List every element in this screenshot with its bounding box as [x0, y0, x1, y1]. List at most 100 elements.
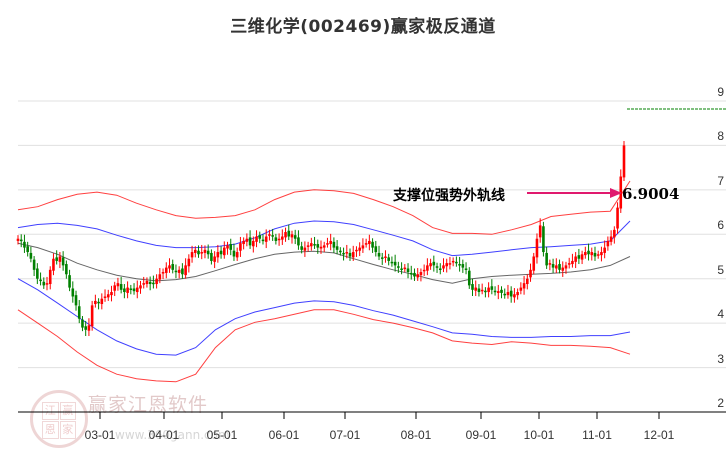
candle-body [522, 283, 526, 289]
candle-body [155, 278, 158, 285]
candle-body [232, 250, 236, 257]
candle-body [451, 260, 455, 263]
candle-body [55, 257, 58, 261]
candle-body [426, 265, 429, 271]
candle-body [16, 238, 20, 241]
candle-body [271, 235, 274, 237]
candle-body [600, 252, 603, 256]
candle-body [193, 249, 197, 253]
candle-body [113, 285, 117, 291]
candle-body [235, 252, 239, 258]
candle-body [484, 290, 487, 293]
candle-body [525, 278, 529, 285]
candle-body [171, 264, 175, 270]
candle-body [364, 243, 368, 245]
candle-body [474, 287, 478, 291]
candle-body [148, 281, 152, 285]
candle-body [84, 326, 87, 330]
candle-body [584, 252, 587, 256]
candle-body [229, 244, 233, 250]
candle-body [384, 256, 387, 258]
candle-body [164, 267, 168, 273]
candle-body [535, 238, 539, 258]
candle-body [300, 246, 303, 250]
candle-body [548, 263, 552, 265]
candle-body [293, 235, 297, 239]
candle-body [403, 267, 407, 270]
candle-body [306, 245, 310, 247]
candle-body [542, 226, 545, 253]
candle-body [509, 290, 513, 297]
candle-body [487, 287, 490, 293]
candle-body [222, 247, 226, 256]
chart-title: 三维化学(002469)赢家极反通道 [230, 17, 496, 37]
candle-body [264, 236, 268, 242]
x-tick-label: 06-01 [268, 428, 300, 442]
candle-body [477, 288, 481, 293]
candle-body [313, 244, 316, 246]
candle-body [355, 249, 358, 252]
watermark-brand: 赢家江恩软件 [88, 394, 209, 416]
candle-body [168, 265, 171, 269]
candle-body [142, 283, 146, 285]
candle-body [387, 257, 390, 261]
candle-body [61, 257, 65, 266]
x-tick-label: 05-01 [206, 428, 238, 442]
candle-body [419, 272, 423, 276]
x-tick-label: 11-01 [582, 428, 612, 442]
candle-body [529, 269, 532, 278]
candle-body [226, 245, 229, 249]
candle-body [187, 258, 191, 267]
candle-body [29, 252, 33, 259]
candle-body [261, 239, 265, 242]
candle-body [467, 270, 471, 286]
candle-body [567, 263, 571, 265]
y-tick-label: 3 [717, 351, 724, 366]
candle-body [342, 252, 345, 255]
candle-body [606, 240, 610, 247]
candle-body [287, 230, 291, 237]
candle-body [310, 243, 313, 247]
watermark-url: www.360gann.com [115, 428, 230, 442]
watermark-logo-char: 恩 [42, 421, 59, 439]
candle-body [161, 272, 165, 274]
candle-body [455, 261, 458, 264]
y-tick-label: 4 [717, 307, 724, 322]
candle-body [258, 235, 262, 239]
band-outer-lower [17, 309, 631, 383]
candle-body [326, 243, 329, 245]
x-tick-label: 03-01 [84, 428, 116, 442]
candle-body [103, 296, 107, 298]
candle-body [316, 244, 320, 248]
x-tick-label: 07-01 [329, 428, 361, 442]
candle-body [574, 256, 577, 262]
candle-body [77, 306, 81, 319]
candle-body [622, 145, 626, 178]
candle-body [577, 255, 581, 259]
candle-body [45, 283, 49, 285]
candle-body [561, 267, 565, 271]
candle-body [339, 250, 342, 253]
candle-body [616, 207, 619, 229]
candle-body [68, 275, 71, 288]
candle-body [87, 325, 91, 331]
candle-body [458, 264, 461, 266]
candle-body [268, 234, 271, 236]
candle-body [139, 285, 142, 289]
candle-body [42, 281, 46, 286]
candle-body [129, 288, 133, 290]
candle-body [371, 241, 374, 248]
y-tick-label: 9 [717, 84, 724, 99]
candle-body [119, 284, 123, 290]
candle-body [609, 236, 613, 242]
candle-body [184, 265, 187, 276]
candle-body [322, 245, 326, 248]
watermark-logo-char: 家 [59, 421, 76, 439]
candle-body [400, 268, 403, 270]
candle-body [377, 252, 381, 257]
candle-body [555, 265, 558, 269]
watermark-logo: 江 赢 恩 家 [30, 390, 88, 448]
y-tick-label: 6 [717, 218, 724, 233]
candle-body [368, 240, 371, 245]
candle-body [219, 250, 223, 255]
